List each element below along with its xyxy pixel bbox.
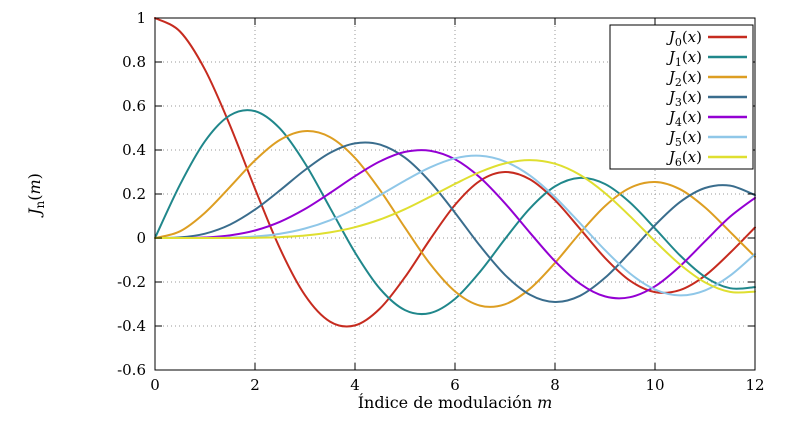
svg-text:2: 2 (250, 376, 260, 394)
svg-text:0.4: 0.4 (122, 141, 146, 159)
svg-text:Jn(m): Jn(m) (25, 173, 47, 218)
svg-text:J6(x): J6(x) (666, 148, 702, 169)
svg-text:6: 6 (450, 376, 460, 394)
svg-text:0.8: 0.8 (122, 53, 146, 71)
svg-text:0: 0 (136, 229, 146, 247)
svg-text:J0(x): J0(x) (666, 28, 702, 49)
svg-text:Índice de modulación m: Índice de modulación m (358, 392, 553, 412)
svg-text:-0.2: -0.2 (117, 273, 146, 291)
svg-text:8: 8 (550, 376, 560, 394)
svg-text:1: 1 (136, 9, 146, 27)
svg-text:0: 0 (150, 376, 160, 394)
svg-text:0.6: 0.6 (122, 97, 146, 115)
svg-text:J1(x): J1(x) (666, 48, 702, 69)
svg-text:J4(x): J4(x) (666, 108, 702, 129)
svg-text:J3(x): J3(x) (666, 88, 702, 109)
svg-text:-0.6: -0.6 (117, 361, 146, 379)
svg-text:12: 12 (745, 376, 764, 394)
svg-text:0.2: 0.2 (122, 185, 146, 203)
svg-text:10: 10 (645, 376, 664, 394)
svg-text:-0.4: -0.4 (117, 317, 146, 335)
svg-text:4: 4 (350, 376, 360, 394)
svg-text:J2(x): J2(x) (666, 68, 702, 89)
svg-text:J5(x): J5(x) (666, 128, 702, 149)
